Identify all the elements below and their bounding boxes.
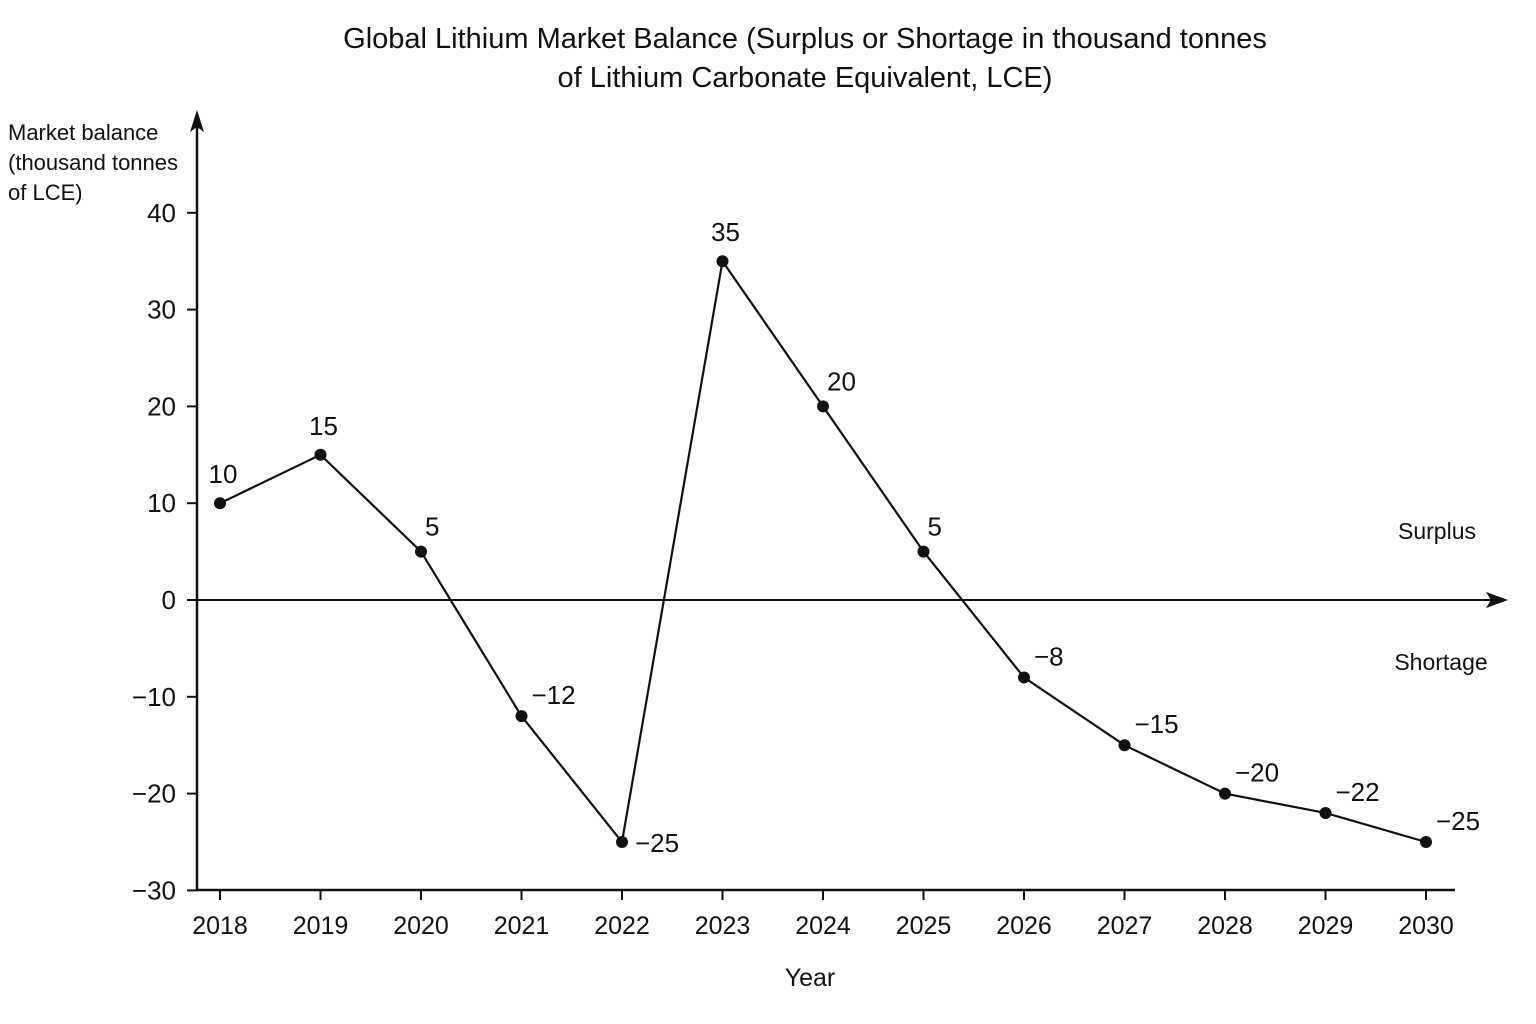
y-tick-label: 40 xyxy=(147,198,176,228)
y-tick-label: 0 xyxy=(162,585,176,615)
x-axis-label: Year xyxy=(785,964,836,992)
chart-title-line-2: of Lithium Carbonate Equivalent, LCE) xyxy=(557,62,1053,94)
x-tick-label: 2023 xyxy=(695,912,751,940)
data-point xyxy=(415,545,427,558)
x-tick-label: 2025 xyxy=(896,912,952,940)
x-tick-label: 2026 xyxy=(996,912,1052,940)
y-tick-label: 20 xyxy=(147,391,176,421)
data-label: −20 xyxy=(1235,758,1279,788)
x-ticks: 2018 2019 2020 2021 2022 2023 2024 2025 2026 2027… xyxy=(192,890,1454,940)
series-line xyxy=(219,258,1427,845)
y-axis-label-line-3: of LCE) xyxy=(8,180,83,205)
chart-title: Global Lithium Market Balance (Surplus o… xyxy=(0,20,1536,98)
data-label: −25 xyxy=(635,828,679,858)
data-label: 10 xyxy=(209,459,238,489)
series-balance xyxy=(214,255,1432,848)
data-label: −15 xyxy=(1135,709,1179,739)
data-point xyxy=(616,836,628,848)
y-axis-label-line-2: (thousand tonnes xyxy=(8,150,179,175)
x-tick-label: 2029 xyxy=(1298,912,1354,940)
data-label: −22 xyxy=(1336,777,1380,807)
x-tick-label: 2018 xyxy=(192,912,248,940)
zero-line-arrow-icon xyxy=(1486,592,1508,608)
data-label: 5 xyxy=(928,512,942,542)
y-tick-label: 30 xyxy=(147,295,176,325)
y-tick-label: −30 xyxy=(132,875,176,905)
y-axis-arrow-icon xyxy=(190,110,204,132)
data-labels: 10 15 5 −12 −25 35 20 5 −8 −15 −20 −22 −25 xyxy=(209,217,1481,858)
data-point xyxy=(817,400,829,413)
y-ticks: 40 30 20 10 0 −10 −20 −30 xyxy=(132,198,197,905)
data-point xyxy=(716,255,729,268)
shortage-annotation: Shortage xyxy=(1394,649,1487,675)
y-axis-label-line-1: Market balance xyxy=(8,120,159,145)
data-point xyxy=(1420,836,1432,848)
data-point xyxy=(1219,787,1231,800)
x-tick-label: 2027 xyxy=(1097,912,1153,940)
y-tick-label: 10 xyxy=(147,488,176,518)
data-label: 35 xyxy=(711,217,740,247)
data-label: 15 xyxy=(309,411,338,441)
x-tick-label: 2024 xyxy=(795,912,851,940)
data-label: 20 xyxy=(827,366,856,396)
data-point xyxy=(314,448,327,461)
data-label: −25 xyxy=(1436,806,1480,836)
x-tick-label: 2019 xyxy=(293,912,349,940)
x-tick-label: 2020 xyxy=(393,912,449,940)
x-tick-label: 2030 xyxy=(1398,912,1454,940)
data-point xyxy=(1118,739,1131,752)
data-label: −8 xyxy=(1034,641,1064,671)
data-point xyxy=(214,497,226,510)
data-point xyxy=(917,545,930,558)
axes xyxy=(187,110,1508,892)
x-tick-label: 2028 xyxy=(1197,912,1253,940)
data-label: 5 xyxy=(425,512,439,542)
x-tick-label: 2021 xyxy=(494,912,550,940)
data-point xyxy=(515,710,528,723)
chart-title-line-1: Global Lithium Market Balance (Surplus o… xyxy=(343,23,1267,55)
y-tick-label: −20 xyxy=(132,779,176,809)
data-label: −12 xyxy=(532,680,576,710)
x-tick-label: 2022 xyxy=(594,912,650,940)
data-point xyxy=(1319,806,1332,819)
surplus-annotation: Surplus xyxy=(1398,518,1476,544)
data-point xyxy=(1018,671,1030,684)
y-axis-label: Market balance (thousand tonnes of LCE) xyxy=(8,118,178,208)
y-tick-label: −10 xyxy=(132,682,176,712)
